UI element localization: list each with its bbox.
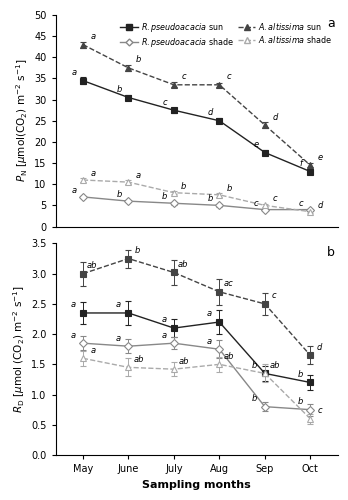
Text: b: b [162,192,167,201]
Text: d: d [318,200,323,209]
Text: ab: ab [87,261,97,270]
Text: c: c [272,194,277,203]
Text: b: b [136,56,141,64]
Text: a: a [116,300,121,310]
Text: ab: ab [179,356,189,366]
Text: b: b [117,85,122,94]
Text: d: d [272,112,277,122]
Text: c: c [253,198,258,207]
Text: b: b [252,394,258,403]
Text: b: b [181,182,187,190]
Text: ab: ab [270,361,280,370]
Text: a: a [207,310,212,318]
Text: b: b [298,370,303,379]
Text: e: e [253,140,258,149]
Text: b: b [298,397,303,406]
Text: f: f [300,159,303,168]
Text: a: a [70,330,76,340]
Text: a: a [161,330,166,340]
Text: a: a [116,334,121,342]
Y-axis label: $R_{\mathrm{D}}$ [$\mu$mol (CO$_2$) m$^{-2}$ s$^{-1}$]: $R_{\mathrm{D}}$ [$\mu$mol (CO$_2$) m$^{… [11,286,27,413]
Y-axis label: $P_{\mathrm{N}}$ [$\mu$mol(CO$_2$) m$^{-2}$ s$^{-1}$]: $P_{\mathrm{N}}$ [$\mu$mol(CO$_2$) m$^{-… [14,59,30,182]
Text: a: a [71,186,77,195]
Text: c: c [271,292,276,300]
Text: b: b [207,194,213,203]
Text: a: a [90,346,95,354]
Text: c: c [163,98,167,107]
Text: a: a [161,316,166,324]
Text: d: d [207,108,213,118]
Text: b: b [117,190,122,199]
Text: ab: ab [178,260,188,269]
Text: b: b [252,361,258,370]
Text: c: c [318,406,323,415]
Text: c: c [227,72,232,82]
Legend: $\it{R. pseudoacacia}$ sun, $\it{R. pseudoacacia}$ shade, $\it{A. altissima}$ su: $\it{R. pseudoacacia}$ sun, $\it{R. pseu… [119,19,333,50]
Text: d: d [317,342,322,351]
Text: e: e [318,153,323,162]
Text: b: b [227,184,232,192]
Text: ab: ab [224,352,235,360]
Text: ab: ab [133,354,144,364]
Text: a: a [90,169,95,178]
Text: b: b [327,246,335,258]
Text: a: a [207,336,212,345]
X-axis label: Sampling months: Sampling months [142,480,251,490]
Text: c: c [299,198,303,207]
Text: a: a [70,300,76,310]
Text: ac: ac [223,279,233,288]
Text: a: a [90,32,95,41]
Text: a: a [327,17,335,30]
Text: a: a [136,171,141,180]
Text: c: c [182,72,186,82]
Text: b: b [135,246,140,255]
Text: a: a [71,68,77,77]
